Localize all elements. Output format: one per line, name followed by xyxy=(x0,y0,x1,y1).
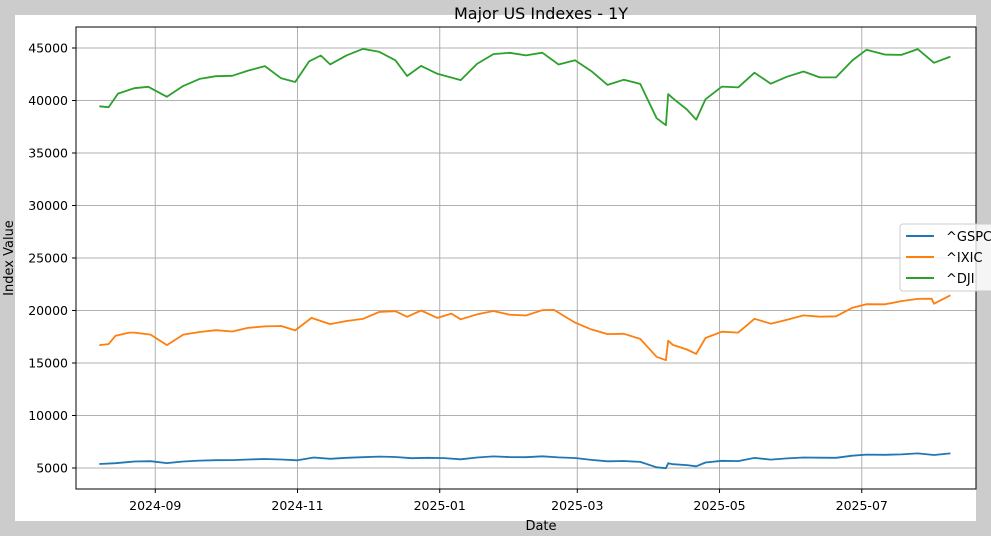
series-lines xyxy=(99,48,951,470)
series-line-ixic xyxy=(99,294,951,362)
x-tick-label: 2024-09 xyxy=(129,498,181,513)
legend-box xyxy=(899,223,991,292)
legend-label: ^IXIC xyxy=(946,251,983,266)
legend: ^GSPC ^IXIC ^DJI xyxy=(899,223,991,292)
y-tick-label: 5000 xyxy=(36,461,68,476)
x-tick-label: 2024-11 xyxy=(271,498,323,513)
y-tick-label: 10000 xyxy=(28,408,68,423)
y-axis-title: Index Value xyxy=(2,220,17,296)
legend-label: ^DJI xyxy=(946,272,975,287)
y-tick-label: 40000 xyxy=(28,93,68,108)
y-tick-label: 15000 xyxy=(28,356,68,371)
legend-label: ^GSPC xyxy=(946,230,991,245)
series-line-gspc xyxy=(99,452,951,470)
x-tick-label: 2025-05 xyxy=(693,498,745,513)
figure-background xyxy=(15,15,976,521)
grid-lines xyxy=(76,27,976,489)
y-tick-label: 45000 xyxy=(28,41,68,56)
axis-ticks: 2024-09 2024-11 2025-01 2025-03 2025-05 2025-… xyxy=(28,41,888,514)
x-axis-title: Date xyxy=(525,519,556,534)
y-tick-label: 25000 xyxy=(28,251,68,266)
chart-title: Major US Indexes - 1Y xyxy=(454,4,628,23)
series-line-dji xyxy=(99,48,951,127)
x-tick-label: 2025-01 xyxy=(414,498,466,513)
y-tick-label: 30000 xyxy=(28,198,68,213)
x-tick-label: 2025-03 xyxy=(551,498,603,513)
x-tick-label: 2025-07 xyxy=(836,498,888,513)
y-tick-label: 20000 xyxy=(28,303,68,318)
y-tick-label: 35000 xyxy=(28,146,68,161)
